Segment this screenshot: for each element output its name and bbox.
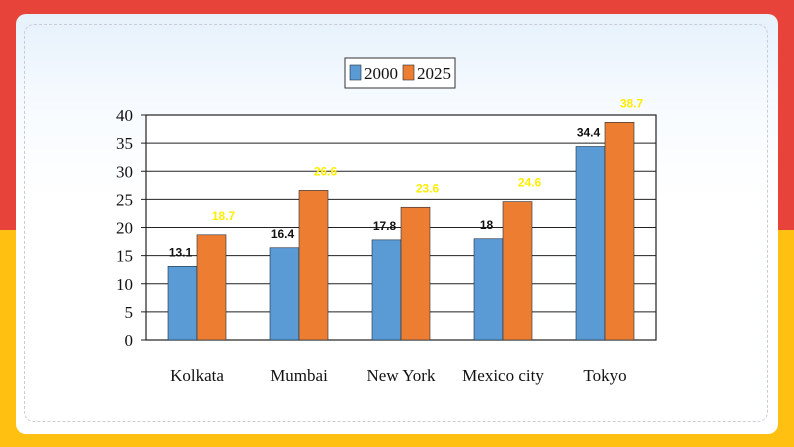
bar-2000-tokyo	[575, 146, 606, 341]
y-tick-label: 20	[116, 219, 133, 238]
bar-2000-mumbai	[269, 247, 300, 341]
bar-2025-mexico-city	[502, 201, 533, 341]
y-tick-label: 5	[125, 303, 134, 322]
bar-2000-mexico-city	[473, 238, 504, 341]
data-label: 38.7	[620, 96, 644, 110]
data-label: 26.6	[314, 164, 338, 178]
bar-2025-mumbai	[298, 190, 329, 341]
x-category-label: Kolkata	[170, 366, 224, 385]
legend: 2000 2025	[344, 57, 456, 89]
y-tick-label: 25	[116, 190, 133, 209]
y-tick-label: 0	[125, 331, 134, 350]
data-label: 17.8	[373, 219, 397, 233]
legend-box	[344, 57, 456, 89]
y-tick-label: 15	[116, 247, 133, 266]
data-label: 18.7	[212, 209, 236, 223]
data-label: 13.1	[169, 245, 193, 259]
legend-swatch-2000	[349, 64, 362, 81]
bar-2000-new-york	[371, 239, 402, 341]
y-tick-label: 10	[116, 275, 133, 294]
y-tick-label: 40	[116, 106, 133, 125]
data-label: 18	[480, 218, 494, 232]
legend-swatch-2025	[402, 64, 415, 81]
data-label: 16.4	[271, 227, 295, 241]
bar-2025-new-york	[400, 206, 431, 341]
data-label: 34.4	[577, 126, 601, 140]
bar-2025-kolkata	[196, 234, 227, 341]
y-tick-label: 30	[116, 162, 133, 181]
bar-2000-kolkata	[167, 266, 198, 341]
x-category-label: Tokyo	[583, 366, 626, 385]
y-tick-label: 35	[116, 134, 133, 153]
plot-area: 0 5 10 15 20 25 30 35 40 13.1 18.7 Kolkata 16.4 26.6 M…	[116, 96, 657, 385]
bar-2025-tokyo	[604, 122, 635, 341]
x-category-label: Mexico city	[462, 366, 544, 385]
data-label: 23.6	[416, 181, 440, 195]
x-category-label: Mumbai	[270, 366, 328, 385]
legend-label-2025: 2025	[417, 64, 451, 83]
legend-label-2000: 2000	[364, 64, 398, 83]
dashed-border	[24, 24, 768, 422]
x-category-label: New York	[367, 366, 436, 385]
data-label: 24.6	[518, 176, 542, 190]
